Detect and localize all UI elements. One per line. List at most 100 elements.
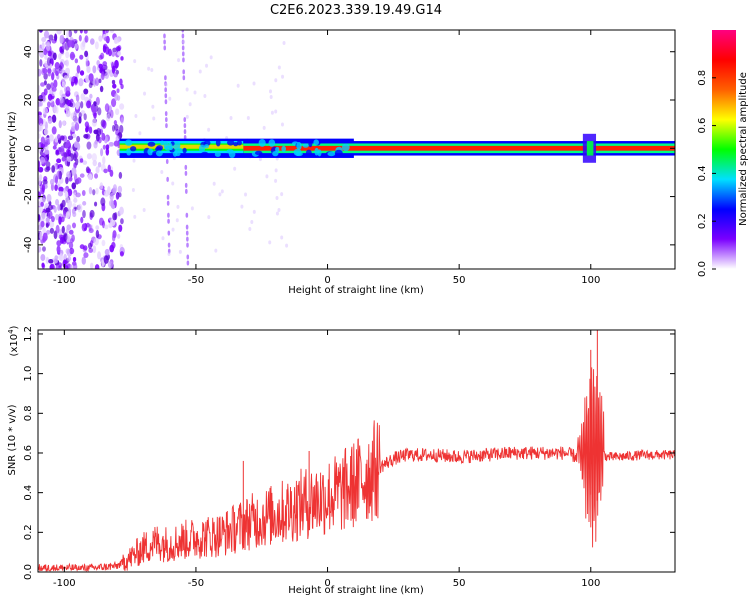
noise-blob (97, 136, 102, 144)
band-blob (227, 139, 235, 146)
streak-blob (182, 69, 185, 75)
noise-blob (76, 177, 82, 184)
noise-blob (38, 160, 41, 169)
noise-blob (89, 38, 95, 45)
noise-blob (111, 79, 116, 85)
band-blob (258, 139, 266, 147)
band-blob (198, 144, 206, 153)
noise-blob (39, 59, 43, 67)
noise-blob (69, 264, 73, 269)
noise-blob (58, 120, 62, 129)
noise-blob (92, 189, 96, 196)
faint-blob (275, 211, 279, 216)
noise-blob (52, 145, 57, 150)
noise-blob (38, 84, 41, 94)
noise-blob (64, 197, 70, 204)
noise-blob (55, 149, 59, 155)
faint-blob (281, 74, 285, 79)
noise-blob (102, 43, 108, 50)
noise-blob (59, 236, 64, 244)
noise-blob (82, 40, 86, 48)
streak-blob (167, 212, 170, 218)
noise-blob (94, 41, 99, 50)
faint-blob (236, 83, 240, 88)
band-blob (254, 150, 263, 156)
noise-blob (56, 30, 62, 35)
faint-blob (171, 227, 175, 232)
y-tick-label: 20 (23, 94, 34, 107)
noise-blob (51, 114, 57, 123)
x-tick-label: -100 (53, 275, 76, 286)
band-blob (160, 140, 165, 146)
noise-blob (92, 106, 97, 113)
spectrogram-y-label: Frequency (Hz) (7, 111, 18, 187)
faint-blob (190, 206, 194, 211)
snr-x-ticks: -100 -50 0 50 100 (53, 330, 600, 589)
noise-blob (45, 256, 50, 264)
noise-blob (73, 262, 78, 269)
faint-blob (133, 214, 137, 219)
snr-multiplier-exponent: 4 (7, 329, 15, 334)
streak-blob (185, 212, 189, 218)
noise-blob (42, 236, 46, 243)
faint-blob (252, 209, 256, 214)
band-blob (126, 148, 132, 156)
streak-blob (164, 99, 168, 105)
streak-blob (186, 260, 190, 266)
streak-blob (184, 182, 188, 188)
streak-blob (183, 129, 187, 135)
noise-blob (101, 132, 106, 141)
noise-blob (65, 248, 71, 255)
noise-blob (105, 147, 110, 156)
band-blob (302, 143, 309, 148)
faint-blob (233, 166, 237, 171)
noise-blob (69, 247, 75, 255)
noise-blob (119, 78, 123, 86)
noise-blob (115, 193, 119, 201)
noise-blob (71, 222, 77, 229)
noise-blob (95, 187, 99, 195)
noise-blob (89, 93, 93, 99)
faint-blob (164, 82, 168, 87)
noise-blob (38, 30, 43, 33)
snr-content (38, 330, 675, 572)
streak-blob (182, 75, 186, 81)
noise-blob (105, 113, 111, 122)
noise-blob (40, 82, 45, 87)
faint-blob (198, 69, 202, 74)
noise-blob (117, 51, 122, 56)
band-blob (305, 149, 312, 156)
noise-blob (72, 203, 77, 208)
spectrogram-content (38, 30, 675, 269)
noise-blob (103, 190, 110, 197)
noise-blob (50, 178, 55, 186)
colorbar-tick-label: 0.4 (697, 165, 708, 181)
noise-blob (119, 124, 124, 134)
noise-blob (69, 51, 75, 61)
noise-blob (38, 111, 42, 116)
band-blob (313, 139, 319, 146)
noise-blob (46, 101, 51, 108)
noise-blob (88, 247, 94, 253)
faint-blob (188, 102, 192, 107)
faint-blob (138, 131, 142, 136)
faint-blob (246, 115, 250, 120)
noise-blob (55, 106, 59, 114)
noise-blob (104, 103, 110, 112)
noise-blob (59, 253, 64, 262)
noise-blob (56, 245, 61, 254)
streak-blob (181, 33, 185, 39)
event-core (586, 141, 594, 156)
streak-blob (165, 158, 169, 164)
noise-blob (57, 204, 61, 211)
noise-blob (94, 264, 100, 269)
y-tick-label: 1.0 (23, 366, 34, 382)
spectrogram-y-ticks: -40 -20 0 20 40 (23, 45, 675, 253)
noise-blob (103, 255, 109, 264)
noise-blob (105, 30, 109, 34)
noise-blob (44, 166, 50, 173)
noise-blob (46, 230, 51, 235)
noise-blob (95, 96, 100, 106)
noise-blob (111, 124, 116, 132)
noise-blob (93, 112, 97, 119)
